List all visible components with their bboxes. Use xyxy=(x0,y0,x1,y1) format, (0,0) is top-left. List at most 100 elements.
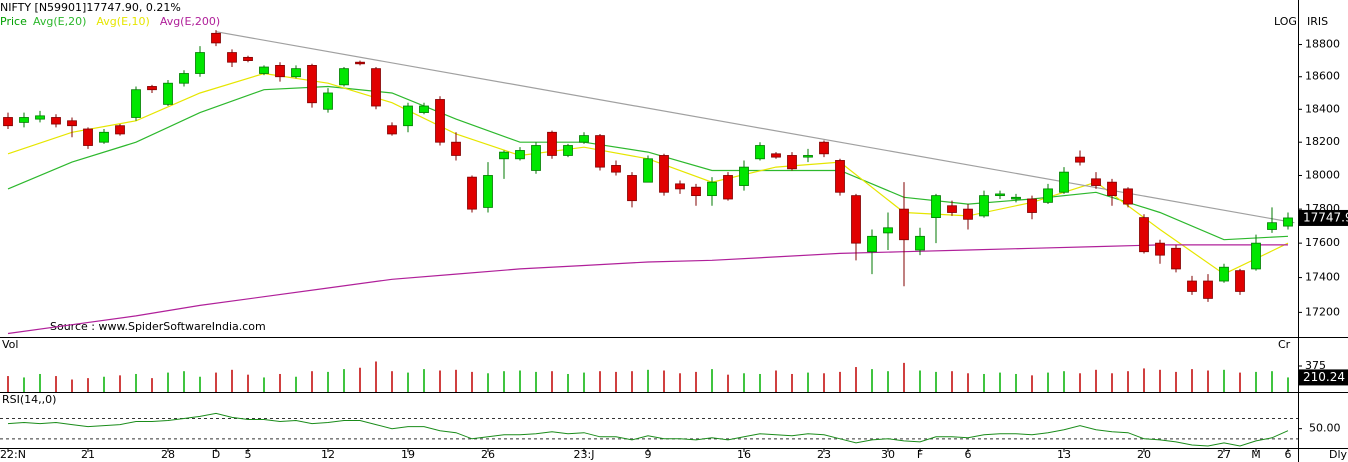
y-tick-label: 18400 xyxy=(1305,102,1340,115)
x-tick-label: 9 xyxy=(645,448,652,461)
candle-body xyxy=(371,68,381,107)
volume-bar xyxy=(551,371,553,392)
volume-bar xyxy=(695,371,697,392)
volume-bar xyxy=(1063,371,1065,392)
volume-bar xyxy=(583,372,585,392)
volume-bar xyxy=(327,371,329,392)
candle-body xyxy=(1107,181,1117,197)
x-tick-label: 13 xyxy=(1057,448,1071,461)
candle-body xyxy=(403,105,413,127)
volume-bar xyxy=(791,373,793,392)
volume-bar xyxy=(1095,369,1097,392)
candle-body xyxy=(579,135,589,143)
volume-bar xyxy=(1143,368,1145,392)
volume-bar xyxy=(439,370,441,392)
x-tick-label: D xyxy=(212,448,220,461)
volume-bar xyxy=(663,370,665,392)
volume-tick-label: 375 xyxy=(1305,359,1326,372)
candle-body xyxy=(627,175,637,202)
y-tick-label: 17400 xyxy=(1305,271,1340,284)
volume-bar xyxy=(391,371,393,392)
volume-bar xyxy=(471,371,473,392)
candle-body xyxy=(899,208,909,241)
volume-bar xyxy=(503,371,505,392)
candle-body xyxy=(595,135,605,168)
candle-body xyxy=(1011,196,1021,200)
candle-body xyxy=(1235,270,1245,292)
candle-body xyxy=(979,195,989,217)
candle-body xyxy=(451,141,461,156)
volume-bar xyxy=(407,372,409,392)
volume-bar xyxy=(759,373,761,392)
x-tick-label: 23 xyxy=(817,448,831,461)
volume-bar xyxy=(951,371,953,392)
x-tick-label: 30 xyxy=(881,448,895,461)
x-tick-label: 26 xyxy=(481,448,495,461)
volume-bar xyxy=(1191,369,1193,392)
candle-body xyxy=(723,175,733,200)
candle-body xyxy=(611,165,621,173)
candle-body xyxy=(131,89,141,118)
candle-body xyxy=(323,92,333,110)
candle-body xyxy=(259,66,269,74)
candle-body xyxy=(755,145,765,160)
candle-body xyxy=(115,125,125,135)
candle-body xyxy=(307,65,317,104)
volume-box xyxy=(1299,369,1348,386)
volume-bar xyxy=(87,378,89,392)
volume-bar xyxy=(343,369,345,392)
y-tick-label: 17200 xyxy=(1305,305,1340,318)
candle-body xyxy=(851,195,861,244)
candle-body xyxy=(1043,188,1053,203)
last-price-label: 17747.9 xyxy=(1303,210,1348,224)
volume-bar xyxy=(1207,370,1209,392)
candle-body xyxy=(1187,280,1197,292)
candle-body xyxy=(467,176,477,210)
volume-bar xyxy=(727,374,729,392)
candle-body xyxy=(1123,188,1133,205)
volume-bar xyxy=(295,376,297,392)
volume-bar xyxy=(1271,371,1273,392)
candle-body xyxy=(83,128,93,146)
legend-price: Price xyxy=(0,15,27,28)
candle-body xyxy=(99,131,109,143)
volume-bar xyxy=(199,376,201,392)
x-tick-label: 20 xyxy=(1137,448,1151,461)
volume-bar xyxy=(679,373,681,392)
candle-body xyxy=(1283,217,1293,227)
candle-body xyxy=(147,86,157,91)
x-tick-label: 12 xyxy=(321,448,335,461)
volume-bar xyxy=(39,373,41,392)
last-volume-label: 210.24 xyxy=(1303,370,1345,384)
volume-bar xyxy=(119,375,121,392)
volume-bar xyxy=(999,372,1001,392)
candle-body xyxy=(1203,280,1213,299)
volume-bar xyxy=(135,373,137,392)
price-box xyxy=(1299,209,1348,226)
candle-body xyxy=(227,52,237,63)
candle-body xyxy=(707,181,717,197)
candle-body xyxy=(947,205,957,213)
volume-bar xyxy=(55,376,57,392)
volume-bar xyxy=(823,373,825,392)
volume-bar xyxy=(711,369,713,392)
volume-bar xyxy=(535,371,537,392)
candle-body xyxy=(243,56,253,61)
volume-bar xyxy=(215,372,217,392)
x-tick-label: 23:J xyxy=(574,448,595,461)
candle-body xyxy=(1059,171,1069,193)
volume-bar xyxy=(631,371,633,392)
candle-body xyxy=(515,150,525,160)
volume-bar xyxy=(887,371,889,392)
candle-body xyxy=(435,99,445,143)
volume-bar xyxy=(839,371,841,392)
candle-body xyxy=(1091,178,1101,186)
candle-body xyxy=(483,175,493,208)
x-tick-label: 21 xyxy=(81,448,95,461)
volume-bar xyxy=(599,371,601,392)
period-label: Dly xyxy=(1329,448,1348,461)
y-tick-label: 18000 xyxy=(1305,168,1340,181)
y-tick-label: 17600 xyxy=(1305,236,1340,249)
candle-body xyxy=(1267,222,1277,230)
candle-body xyxy=(787,155,797,170)
